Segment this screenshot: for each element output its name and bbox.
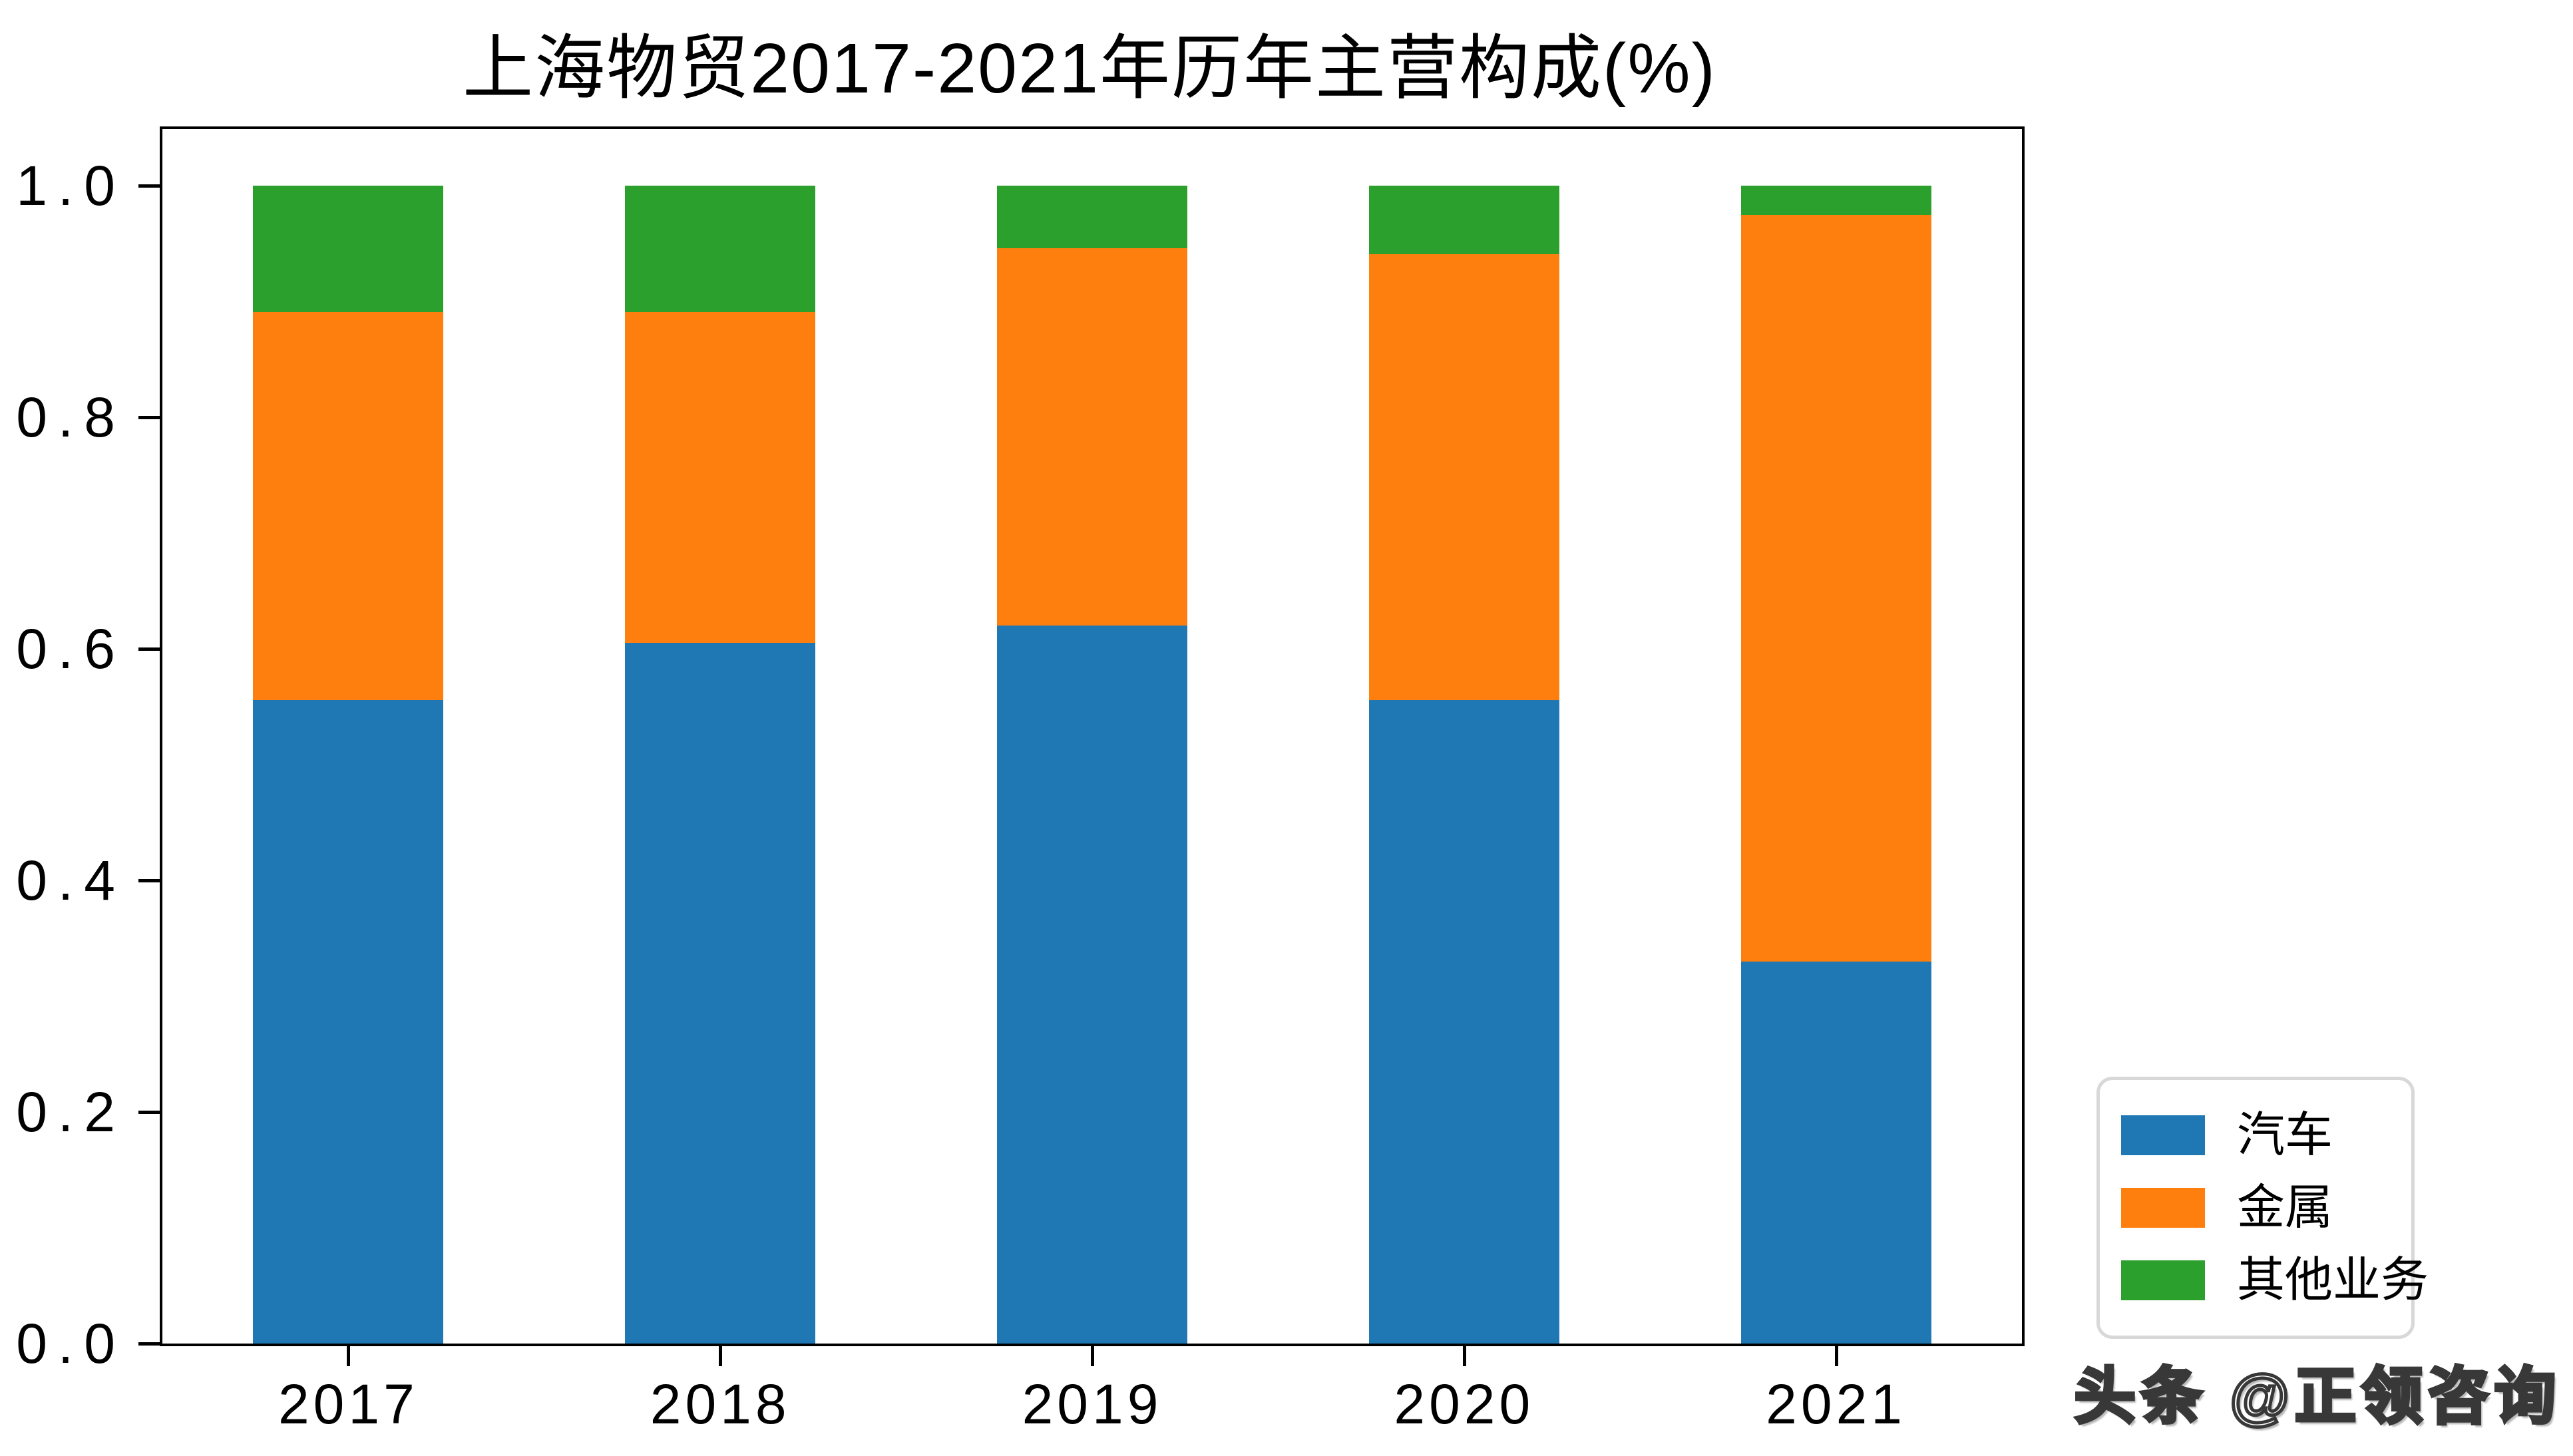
- legend-swatch: [2121, 1115, 2205, 1155]
- bar-segment-金属-2019: [997, 248, 1187, 626]
- bar-segment-金属-2020: [1368, 254, 1559, 700]
- legend-label: 其他业务: [2237, 1254, 2429, 1307]
- x-tick-label: 2019: [1022, 1373, 1163, 1435]
- y-tick-label: 0.8: [16, 386, 126, 449]
- x-tick-label: 2018: [650, 1373, 791, 1435]
- y-tick-label: 0.2: [16, 1081, 126, 1143]
- bar-segment-汽车-2020: [1368, 699, 1559, 1344]
- x-tick-label: 2020: [1394, 1373, 1535, 1435]
- x-tick-mark: [1462, 1346, 1466, 1366]
- bar-segment-金属-2021: [1740, 214, 1931, 962]
- chart-title: 上海物贸2017-2021年历年主营构成(%): [463, 29, 1716, 108]
- y-tick-label: 0.6: [16, 618, 126, 680]
- bar-segment-其他业务-2017: [253, 186, 444, 312]
- bar-segment-其他业务-2019: [997, 186, 1187, 248]
- x-tick-mark: [719, 1346, 723, 1366]
- legend-item-其他业务: 其他业务: [2121, 1254, 2429, 1307]
- legend-item-汽车: 汽车: [2121, 1109, 2405, 1162]
- x-tick-label: 2021: [1766, 1373, 1907, 1435]
- bar-segment-汽车-2021: [1740, 961, 1931, 1344]
- bar-segment-其他业务-2018: [625, 186, 816, 312]
- y-tick-mark: [138, 879, 160, 882]
- y-tick-label: 0.4: [16, 849, 126, 912]
- y-tick-mark: [138, 184, 160, 188]
- bar-segment-金属-2018: [625, 311, 816, 643]
- bar-segment-金属-2017: [253, 311, 444, 700]
- watermark: 头条 @正领咨询: [2073, 1362, 2561, 1433]
- y-tick-mark: [138, 1342, 160, 1346]
- bar-segment-汽车-2018: [625, 643, 816, 1344]
- y-tick-label: 1.0: [16, 154, 126, 217]
- y-tick-mark: [138, 647, 160, 651]
- legend: 汽车 金属 其他业务: [2096, 1077, 2429, 1339]
- x-tick-label: 2017: [278, 1373, 419, 1435]
- x-tick-mark: [1834, 1346, 1838, 1366]
- bar-segment-汽车-2019: [997, 626, 1187, 1344]
- bar-segment-汽车-2017: [253, 699, 444, 1344]
- y-tick-mark: [138, 416, 160, 419]
- y-tick-mark: [138, 1111, 160, 1114]
- x-tick-mark: [1091, 1346, 1094, 1366]
- legend-swatch: [2121, 1260, 2205, 1300]
- x-tick-mark: [347, 1346, 351, 1366]
- y-tick-label: 0.0: [16, 1312, 126, 1375]
- plot-area: 0.0 0.2 0.4 0.6 0.8 1.0 2017 2018 2019 2020 2021: [16, 126, 2025, 1435]
- bar-segment-其他业务-2020: [1368, 186, 1559, 254]
- legend-label: 金属: [2237, 1181, 2333, 1234]
- legend-label: 汽车: [2237, 1109, 2333, 1162]
- legend-item-金属: 金属: [2121, 1181, 2405, 1234]
- legend-swatch: [2121, 1188, 2205, 1228]
- bar-segment-其他业务-2021: [1740, 186, 1931, 215]
